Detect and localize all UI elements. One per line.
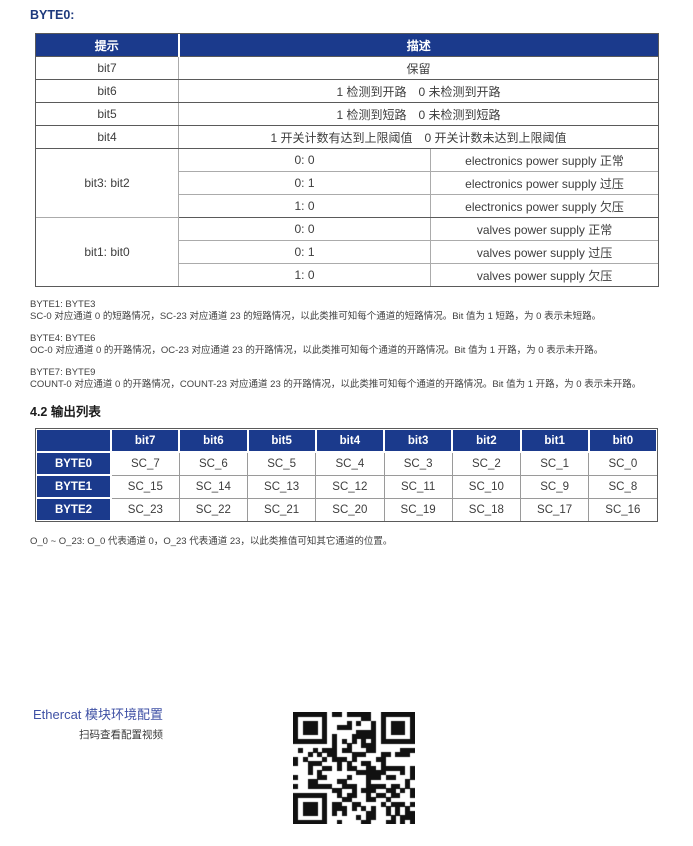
value-cell: 0: 0 [178, 217, 431, 241]
col-header: bit0 [587, 428, 659, 453]
col-header: bit7 [109, 428, 181, 453]
table-cell: SC_14 [178, 474, 249, 499]
table-cell: SC_17 [519, 497, 590, 522]
table-row: bit5 1 检测到短路 0 未检测到短路 [35, 102, 660, 126]
output-list-table: bit7 bit6 bit5 bit4 bit3 bit2 bit1 bit0 … [35, 428, 659, 522]
table-header-row: 提示 描述 [35, 33, 660, 57]
note-text: OC-0 对应通道 0 的开路情况，OC-23 对应通道 23 的开路情况，以此… [30, 345, 604, 356]
note-text: SC-0 对应通道 0 的短路情况，SC-23 对应通道 23 的短路情况，以此… [30, 311, 602, 322]
bit-cell: bit4 [35, 125, 179, 149]
desc-cell: 1 开关计数有达到上限阈值 0 开关计数未达到上限阈值 [177, 125, 660, 149]
ethercat-config-link[interactable]: Ethercat 模块环境配置 [33, 707, 164, 722]
table-cell: SC_16 [588, 497, 658, 522]
bit-status-table: 提示 描述 bit7 保留 bit6 1 检测到开路 0 未检测到开路 bit5… [35, 33, 660, 287]
note-label: BYTE7: BYTE9 [30, 367, 96, 378]
table-header-row: bit7 bit6 bit5 bit4 bit3 bit2 bit1 bit0 [35, 428, 659, 453]
bit-cell: bit6 [35, 79, 179, 103]
table-cell: SC_12 [315, 474, 385, 499]
bit-cell: bit5 [35, 102, 179, 126]
table-cell: SC_15 [110, 474, 180, 499]
note-text: COUNT-0 对应通道 0 的开路情况，COUNT-23 对应通道 23 的开… [30, 379, 642, 390]
row-header: BYTE1 [35, 474, 112, 499]
byte-notes: BYTE1: BYTE3 SC-0 对应通道 0 的短路情况，SC-23 对应通… [30, 299, 693, 391]
table-row: bit4 1 开关计数有达到上限阈值 0 开关计数未达到上限阈值 [35, 125, 660, 149]
table-cell: SC_1 [519, 451, 590, 476]
table-cell: SC_0 [588, 451, 658, 476]
scan-hint-text: 扫码查看配置视频 [79, 729, 164, 741]
table-cell: SC_2 [451, 451, 522, 476]
value-cell: 1: 0 [178, 194, 431, 218]
qr-code [293, 712, 415, 824]
row-header: BYTE2 [35, 497, 112, 522]
col-header: bit4 [314, 428, 386, 453]
col-header: bit6 [178, 428, 249, 453]
table-cell: SC_11 [383, 474, 453, 499]
table-row: bit7 保留 [35, 56, 660, 80]
desc-cell: electronics power supply 过压 [429, 171, 660, 195]
table-row: BYTE0 SC_7 SC_6 SC_5 SC_4 SC_3 SC_2 SC_1… [35, 451, 658, 476]
note-block: BYTE4: BYTE6 OC-0 对应通道 0 的开路情况，OC-23 对应通… [30, 333, 693, 357]
table-cell: SC_18 [451, 497, 522, 522]
bit-group-cell: bit3: bit2 [35, 148, 179, 218]
output-footnote: O_0 ~ O_23: O_0 代表通道 0，O_23 代表通道 23，以此类推… [30, 536, 393, 547]
desc-cell: 1 检测到短路 0 未检测到短路 [177, 102, 660, 126]
table-row: bit1: bit0 0: 0 valves power supply 正常 [35, 217, 660, 287]
desc-cell: 保留 [177, 56, 660, 80]
note-block: BYTE1: BYTE3 SC-0 对应通道 0 的短路情况，SC-23 对应通… [30, 299, 693, 323]
table-cell: SC_5 [246, 451, 317, 476]
header-cell-desc: 描述 [177, 33, 660, 57]
corner-cell [35, 428, 112, 453]
col-header: bit5 [246, 428, 317, 453]
col-header: bit1 [519, 428, 590, 453]
table-cell: SC_22 [178, 497, 249, 522]
byte0-heading: BYTE0: [30, 8, 75, 22]
bit-cell: bit7 [35, 56, 179, 80]
row-header: BYTE0 [35, 451, 112, 476]
table-cell: SC_21 [246, 497, 317, 522]
bit-group-cell: bit1: bit0 [35, 217, 179, 287]
header-cell-hint: 提示 [35, 33, 179, 57]
table-row: bit6 1 检测到开路 0 未检测到开路 [35, 79, 660, 103]
table-row: BYTE1 SC_15 SC_14 SC_13 SC_12 SC_11 SC_1… [35, 474, 658, 499]
table-row: bit3: bit2 0: 0 electronics power supply… [35, 148, 660, 218]
table-row: 0: 1 valves power supply 过压 [36, 240, 660, 264]
table-cell: SC_19 [383, 497, 453, 522]
table-row: BYTE2 SC_23 SC_22 SC_21 SC_20 SC_19 SC_1… [35, 497, 658, 522]
table-cell: SC_6 [178, 451, 249, 476]
col-header: bit2 [451, 428, 522, 453]
desc-cell: valves power supply 正常 [429, 217, 660, 241]
output-list-heading: 4.2 输出列表 [30, 405, 101, 419]
table-cell: SC_7 [110, 451, 180, 476]
table-cell: SC_9 [519, 474, 590, 499]
table-cell: SC_20 [315, 497, 385, 522]
table-row: 1: 0 valves power supply 欠压 [36, 263, 660, 287]
note-label: BYTE1: BYTE3 [30, 299, 96, 310]
desc-cell: valves power supply 欠压 [429, 263, 660, 287]
col-header: bit3 [382, 428, 454, 453]
table-cell: SC_10 [451, 474, 522, 499]
note-label: BYTE4: BYTE6 [30, 333, 96, 344]
config-section: Ethercat 模块环境配置 扫码查看配置视频 [0, 700, 693, 846]
desc-cell: electronics power supply 欠压 [429, 194, 660, 218]
table-cell: SC_4 [315, 451, 385, 476]
value-cell: 0: 1 [178, 171, 431, 195]
note-block: BYTE7: BYTE9 COUNT-0 对应通道 0 的开路情况，COUNT-… [30, 367, 693, 391]
table-cell: SC_3 [383, 451, 453, 476]
config-link-block: Ethercat 模块环境配置 扫码查看配置视频 [33, 700, 163, 742]
desc-cell: 1 检测到开路 0 未检测到开路 [177, 79, 660, 103]
value-cell: 1: 0 [178, 263, 431, 287]
value-cell: 0: 0 [178, 148, 431, 172]
table-cell: SC_13 [246, 474, 317, 499]
table-row: 0: 1 electronics power supply 过压 [36, 171, 660, 195]
value-cell: 0: 1 [178, 240, 431, 264]
desc-cell: electronics power supply 正常 [429, 148, 660, 172]
desc-cell: valves power supply 过压 [429, 240, 660, 264]
table-cell: SC_8 [588, 474, 658, 499]
table-cell: SC_23 [110, 497, 180, 522]
